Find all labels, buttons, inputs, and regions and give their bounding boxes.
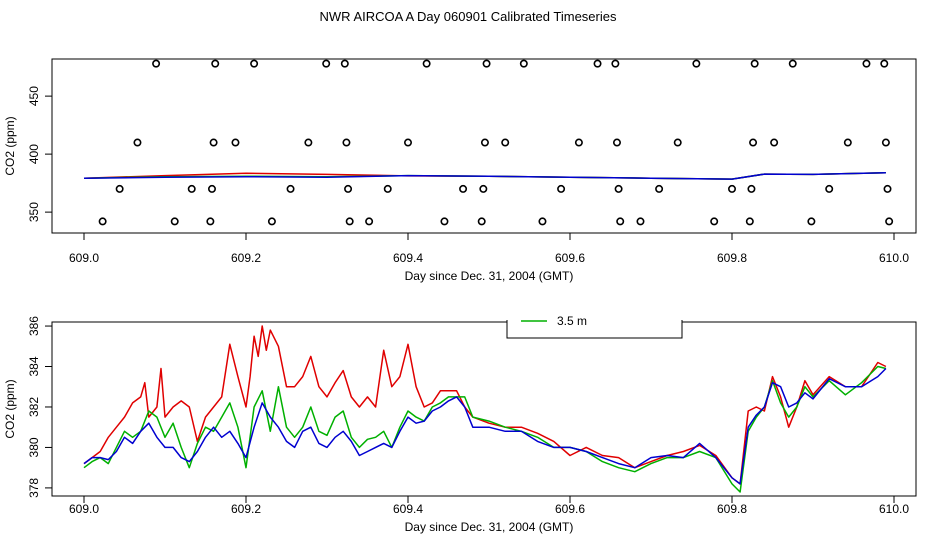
marker-point bbox=[614, 184, 623, 193]
x-tick-label: 609.2 bbox=[231, 502, 261, 516]
marker-point bbox=[788, 59, 797, 68]
y-tick-label: 378 bbox=[27, 478, 41, 498]
marker-point bbox=[557, 184, 566, 193]
marker-point bbox=[611, 59, 620, 68]
series-line-2 bbox=[83, 171, 886, 180]
marker-point bbox=[480, 138, 489, 147]
y-tick-label: 384 bbox=[27, 356, 41, 376]
marker-point bbox=[750, 59, 759, 68]
series-line-1 bbox=[83, 365, 887, 493]
series-group bbox=[83, 325, 887, 493]
x-axis-label: Day since Dec. 31, 2004 (GMT) bbox=[405, 269, 574, 283]
top-panel: 609.0 609.2 609.4 609.6 609.8 610.0 350 400 450 D… bbox=[3, 58, 917, 283]
y-tick-label: 380 bbox=[27, 437, 41, 457]
marker-point bbox=[636, 217, 645, 226]
x-tick-label: 609.8 bbox=[717, 502, 747, 516]
marker-point bbox=[482, 59, 491, 68]
x-tick-label: 609.0 bbox=[69, 502, 99, 516]
marker-point bbox=[422, 59, 431, 68]
marker-point bbox=[403, 138, 412, 147]
marker-point bbox=[612, 138, 621, 147]
marker-point bbox=[206, 217, 215, 226]
x-tick-label: 609.4 bbox=[393, 502, 423, 516]
legend-label: 3.5 m bbox=[557, 314, 587, 328]
x-tick-label: 609.6 bbox=[555, 251, 585, 265]
marker-point bbox=[501, 138, 510, 147]
marker-point bbox=[710, 217, 719, 226]
marker-point bbox=[749, 138, 758, 147]
x-tick-label: 610.0 bbox=[879, 251, 909, 265]
y-tick-label: 382 bbox=[27, 397, 41, 417]
x-tick-label: 609.2 bbox=[231, 251, 261, 265]
marker-point bbox=[207, 184, 216, 193]
marker-point bbox=[286, 184, 295, 193]
marker-point bbox=[881, 138, 890, 147]
marker-point bbox=[187, 184, 196, 193]
marker-point bbox=[340, 59, 349, 68]
y-tick-label: 400 bbox=[27, 144, 41, 164]
legend: 3.5 m bbox=[506, 308, 683, 339]
series-group bbox=[83, 171, 886, 180]
y-tick-label: 386 bbox=[27, 316, 41, 336]
marker-point bbox=[267, 217, 276, 226]
marker-point bbox=[593, 59, 602, 68]
marker-point bbox=[574, 138, 583, 147]
plot-frame bbox=[51, 58, 917, 234]
marker-point bbox=[383, 184, 392, 193]
marker-point bbox=[152, 59, 161, 68]
marker-point bbox=[673, 138, 682, 147]
marker-point bbox=[459, 184, 468, 193]
marker-point bbox=[885, 217, 894, 226]
marker-point bbox=[883, 184, 892, 193]
marker-point bbox=[98, 217, 107, 226]
marker-point bbox=[209, 138, 218, 147]
legend-mask bbox=[506, 308, 683, 320]
marker-point bbox=[345, 217, 354, 226]
x-tick-label: 609.4 bbox=[393, 251, 423, 265]
marker-point bbox=[440, 217, 449, 226]
marker-point bbox=[344, 184, 353, 193]
marker-point bbox=[519, 59, 528, 68]
x-axis-label: Day since Dec. 31, 2004 (GMT) bbox=[405, 520, 574, 534]
marker-point bbox=[231, 138, 240, 147]
marker-point bbox=[250, 59, 259, 68]
marker-point bbox=[807, 217, 816, 226]
marker-point bbox=[115, 184, 124, 193]
x-tick-label: 609.6 bbox=[555, 502, 585, 516]
bottom-panel: 609.0 609.2 609.4 609.6 609.8 610.0 378 380 382 3… bbox=[3, 308, 917, 534]
marker-point bbox=[365, 217, 374, 226]
series-line-2 bbox=[83, 367, 887, 485]
marker-point bbox=[655, 184, 664, 193]
marker-point bbox=[727, 184, 736, 193]
x-tick-label: 610.0 bbox=[879, 502, 909, 516]
marker-point bbox=[880, 59, 889, 68]
y-tick-label: 450 bbox=[27, 86, 41, 106]
marker-point bbox=[825, 184, 834, 193]
x-tick-label: 609.8 bbox=[717, 251, 747, 265]
marker-point bbox=[862, 59, 871, 68]
marker-point bbox=[843, 138, 852, 147]
marker-point bbox=[747, 184, 756, 193]
marker-point bbox=[133, 138, 142, 147]
x-tick-label: 609.0 bbox=[69, 251, 99, 265]
marker-point bbox=[692, 59, 701, 68]
marker-point bbox=[342, 138, 351, 147]
marker-point bbox=[170, 217, 179, 226]
marker-point bbox=[616, 217, 625, 226]
marker-point bbox=[322, 59, 331, 68]
marker-point bbox=[745, 217, 754, 226]
y-axis-label: CO2 (ppm) bbox=[3, 116, 17, 175]
marker-point bbox=[479, 184, 488, 193]
marker-point bbox=[770, 138, 779, 147]
marker-point bbox=[538, 217, 547, 226]
marker-point bbox=[211, 59, 220, 68]
marker-point bbox=[304, 138, 313, 147]
y-axis-label: CO2 (ppm) bbox=[3, 379, 17, 438]
page-title: NWR AIRCOA A Day 060901 Calibrated Times… bbox=[319, 9, 617, 24]
y-tick-label: 350 bbox=[27, 202, 41, 222]
marker-point bbox=[477, 217, 486, 226]
plot-frame bbox=[51, 321, 917, 497]
